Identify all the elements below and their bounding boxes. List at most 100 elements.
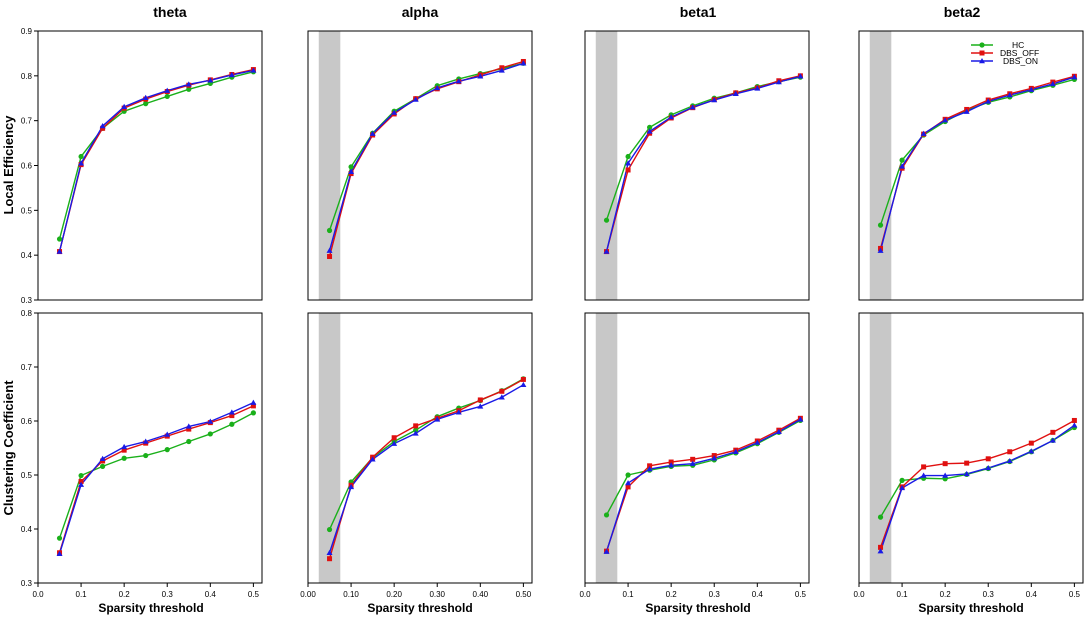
xlabel-beta2: Sparsity threshold (918, 601, 1023, 615)
point-dbs-on-r1c2-9 (797, 416, 804, 422)
point-dbs-on-r0c3-7 (1028, 86, 1035, 92)
legend-label-dbs-off: DBS_OFF (1000, 48, 1039, 58)
band-title-alpha: alpha (402, 4, 439, 20)
point-dbs-on-r0c0-3 (121, 103, 128, 109)
shaded-band-r1c1 (318, 313, 341, 583)
point-dbs-on-r1c1-0 (326, 549, 333, 555)
point-hc-r1c0-3 (121, 455, 127, 461)
point-dbs-on-r0c0-6 (185, 81, 192, 87)
ytick-label-r0c0-5: 0.8 (21, 72, 33, 81)
point-dbs-off-r1c2-2 (647, 463, 653, 469)
panel-frame-r1c0 (37, 312, 263, 584)
panel-r0c3 (858, 30, 1084, 301)
point-dbs-off-r1c3-0 (878, 544, 884, 550)
point-dbs-off-r0c1-0 (327, 254, 333, 260)
point-dbs-off-r1c1-0 (327, 556, 333, 562)
shaded-band-r1c2 (595, 313, 618, 583)
ytick-label-r1c0-4: 0.7 (21, 363, 33, 372)
point-hc-r0c0-4 (143, 101, 149, 107)
point-dbs-on-r1c0-8 (228, 409, 235, 415)
point-dbs-off-r1c1-9 (520, 376, 526, 382)
point-dbs-on-r0c0-1 (78, 160, 85, 166)
point-dbs-on-r1c2-1 (625, 480, 632, 486)
series-line-dbs-on-r0c0 (58, 69, 254, 252)
series-line-dbs-off-r1c1 (328, 378, 524, 559)
ytick-label-r1c0-1: 0.4 (21, 525, 33, 534)
point-hc-r1c0-9 (250, 410, 256, 416)
xtick-label-r1c3-4: 0.4 (1026, 590, 1038, 599)
point-hc-r1c0-1 (78, 472, 84, 479)
point-dbs-on-r0c3-6 (1006, 92, 1013, 98)
point-dbs-on-r1c2-0 (603, 548, 610, 554)
point-dbs-off-r1c2-4 (690, 456, 696, 462)
panel-frame-r0c0 (37, 30, 263, 301)
point-hc-r1c1-4 (413, 427, 419, 433)
point-dbs-on-r1c1-6 (455, 409, 462, 415)
point-dbs-on-r1c0-3 (121, 443, 128, 450)
xtick-label-r1c1-2: 0.20 (386, 590, 402, 599)
point-dbs-on-r1c0-2 (99, 455, 106, 461)
point-dbs-on-r0c0-4 (142, 94, 149, 101)
point-hc-r1c0-5 (164, 447, 170, 453)
point-hc-r0c0-5 (164, 93, 170, 100)
series-line-dbs-off-r1c2 (605, 417, 801, 552)
point-dbs-on-r1c3-5 (985, 464, 992, 471)
point-dbs-off-r1c3-5 (985, 456, 991, 462)
point-dbs-off-r1c2-3 (668, 459, 674, 465)
xtick-label-r1c1-0: 0.00 (300, 590, 316, 599)
point-dbs-on-r1c0-0 (56, 550, 63, 557)
ytick-label-r1c0-2: 0.5 (21, 471, 33, 480)
point-dbs-on-r1c1-1 (348, 483, 355, 490)
xtick-label-r1c2-5: 0.5 (795, 590, 807, 599)
point-dbs-off-r1c3-3 (942, 461, 948, 467)
point-dbs-on-r0c0-0 (56, 248, 63, 254)
point-dbs-on-r0c1-9 (520, 60, 527, 66)
point-dbs-on-r1c2-6 (732, 448, 739, 454)
xtick-label-r1c0-1: 0.1 (76, 590, 88, 599)
point-dbs-on-r0c3-2 (920, 130, 927, 136)
point-hc-r0c1-0 (326, 227, 333, 234)
point-dbs-on-r1c3-8 (1049, 437, 1056, 443)
point-dbs-off-r1c2-1 (625, 484, 631, 490)
point-dbs-on-r1c3-3 (942, 472, 949, 478)
xtick-label-r1c0-0: 0.0 (32, 590, 44, 599)
legend-label-dbs-on: DBS_ON (1003, 56, 1038, 66)
xtick-label-r1c0-4: 0.4 (205, 590, 217, 599)
point-hc-r0c0-0 (56, 236, 63, 242)
band-title-beta2: beta2 (944, 4, 981, 20)
point-dbs-on-r0c0-2 (99, 123, 106, 129)
series-line-dbs-on-r0c1 (328, 62, 524, 251)
series-line-dbs-on-r1c3 (879, 424, 1075, 552)
series-line-dbs-off-r0c3 (879, 75, 1075, 249)
point-dbs-on-r1c3-1 (899, 484, 906, 491)
point-dbs-on-r0c2-4 (689, 104, 696, 110)
xtick-label-r1c2-0: 0.0 (579, 590, 591, 599)
xtick-label-r1c0-5: 0.5 (248, 590, 260, 599)
point-dbs-on-r1c3-7 (1028, 448, 1035, 454)
band-title-beta1: beta1 (680, 4, 717, 20)
point-dbs-on-r1c3-6 (1006, 457, 1013, 464)
point-dbs-on-r0c0-5 (164, 87, 171, 93)
xtick-label-r1c1-3: 0.30 (429, 590, 445, 599)
point-hc-r1c0-6 (186, 438, 192, 445)
series-line-hc-r0c2 (605, 76, 801, 221)
point-dbs-on-r0c1-6 (455, 78, 462, 84)
point-hc-r1c0-0 (56, 535, 63, 541)
point-hc-r0c0-6 (186, 86, 192, 92)
point-dbs-on-r1c1-8 (498, 394, 505, 400)
point-dbs-on-r0c2-1 (625, 160, 632, 166)
point-hc-r0c3-0 (877, 222, 884, 228)
point-dbs-on-r1c3-4 (963, 470, 970, 477)
point-hc-r1c1-0 (326, 526, 333, 533)
shaded-band-r1c3 (869, 313, 892, 583)
series-line-hc-r0c0 (58, 71, 254, 240)
point-dbs-on-r1c2-5 (711, 455, 718, 461)
panel-frame-r0c2 (584, 30, 810, 301)
point-dbs-on-r1c2-2 (646, 466, 653, 472)
point-hc-r0c1-1 (348, 164, 354, 170)
point-dbs-off-r1c3-8 (1050, 429, 1056, 435)
point-dbs-off-r1c0-1 (78, 478, 84, 484)
point-dbs-on-r0c3-4 (963, 108, 970, 114)
series-line-dbs-off-r1c3 (879, 419, 1075, 548)
point-dbs-on-r0c2-0 (603, 248, 610, 254)
